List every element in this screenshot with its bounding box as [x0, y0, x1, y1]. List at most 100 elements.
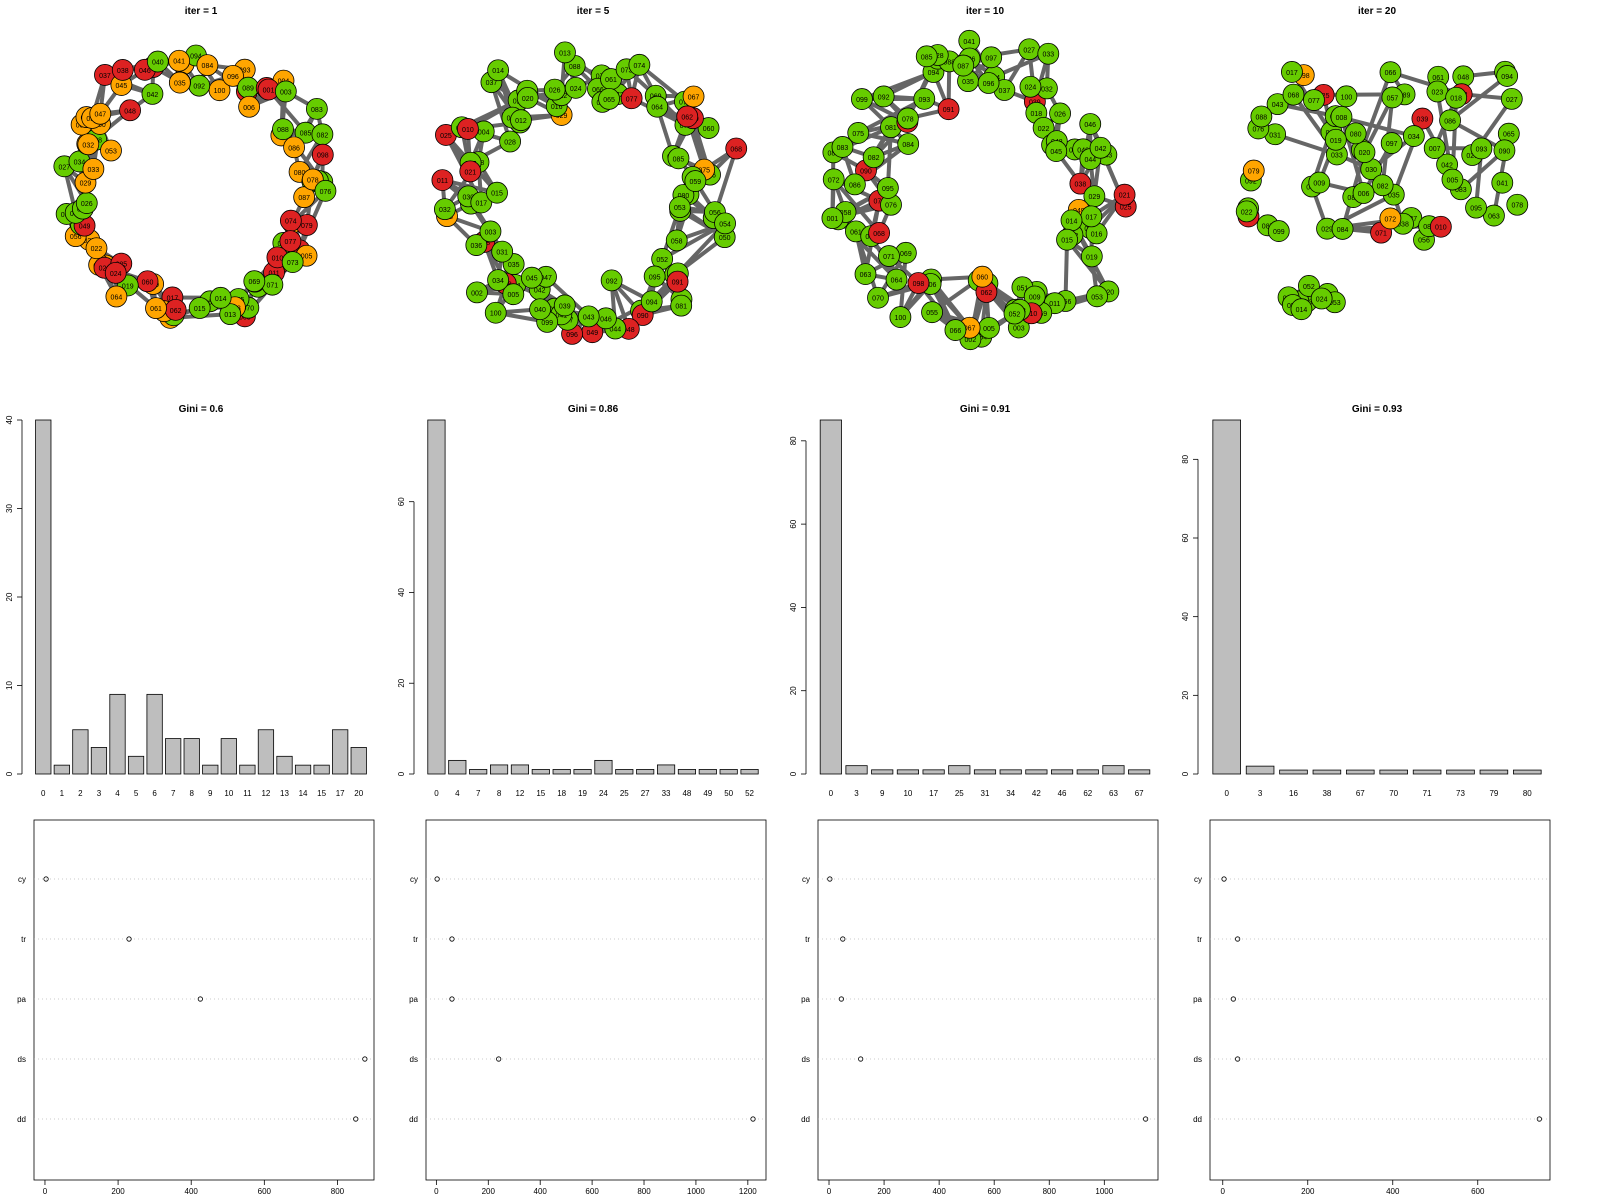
bar: [1412, 769, 1442, 775]
x-tick-label: 15: [317, 789, 326, 798]
network-node: [1379, 61, 1402, 84]
network-node: [897, 133, 920, 155]
network-node: [1379, 207, 1402, 230]
network-node: [1423, 137, 1446, 159]
x-tick-label: 27: [641, 789, 650, 798]
x-tick-label: 20: [354, 789, 363, 798]
network-node-label: 052: [1009, 312, 1021, 319]
network-node-label: 062: [170, 308, 182, 315]
network-node: [85, 237, 108, 260]
network-node: [510, 109, 532, 132]
x-tick-label: 1000: [1095, 1187, 1113, 1196]
x-tick-label: 67: [1135, 789, 1144, 798]
network-node: [1381, 86, 1404, 109]
x-tick-label: 12: [261, 789, 270, 798]
x-tick-label: 200: [1301, 1187, 1315, 1196]
network-node-label: 099: [541, 320, 553, 327]
y-tick-label: 80: [789, 436, 798, 445]
x-tick-label: 400: [1386, 1187, 1400, 1196]
network-node-label: 037: [486, 80, 498, 87]
y-tick-label: 20: [789, 686, 798, 695]
network-node-label: 066: [950, 328, 962, 335]
network-node: [311, 143, 334, 166]
x-tick-label: 3: [1258, 789, 1263, 798]
x-tick-label: 9: [880, 789, 885, 798]
network-node: [502, 283, 525, 306]
network-node: [714, 212, 736, 235]
network-node-label: 078: [307, 177, 319, 184]
network-node: [564, 76, 587, 99]
network-node-label: 041: [555, 312, 567, 319]
network-node-label: 071: [1375, 231, 1387, 238]
network-node-label: 010: [1026, 311, 1038, 318]
network-node: [1049, 102, 1071, 125]
network-node: [1371, 174, 1394, 197]
network-node-label: 071: [883, 254, 895, 261]
network-node: [168, 71, 191, 94]
network-title: iter = 5: [577, 6, 610, 17]
network-node-label: 004: [478, 129, 490, 136]
bar: [896, 769, 919, 775]
x-tick-label: 19: [578, 789, 587, 798]
network-node-label: 098: [913, 281, 925, 288]
network-node: [145, 297, 167, 320]
network-node-label: 015: [491, 191, 503, 198]
network-node-label: 010: [1435, 225, 1447, 232]
network-node: [104, 261, 127, 284]
x-tick-label: 79: [1489, 789, 1498, 798]
bar: [109, 693, 126, 775]
network-node-label: 044: [609, 326, 621, 333]
network-node: [1242, 159, 1265, 182]
network-node-label: 025: [1120, 205, 1132, 212]
network-node-label: 100: [490, 311, 502, 318]
bar: [740, 769, 759, 775]
network-node-label: 067: [688, 95, 700, 102]
bar: [1076, 769, 1099, 775]
network-node-label: 072: [828, 177, 840, 184]
network-node-label: 007: [1429, 146, 1441, 153]
x-tick-label: 18: [557, 789, 566, 798]
network-node-label: 058: [840, 210, 852, 217]
network-node-label: 081: [1423, 224, 1435, 231]
network-node: [486, 181, 508, 204]
network-node: [1045, 140, 1068, 163]
network-node: [1019, 75, 1042, 98]
x-tick-label: 10: [224, 789, 233, 798]
network-node-label: 092: [606, 278, 618, 285]
y-tick-label: 0: [397, 771, 406, 776]
network-node-label: 049: [79, 224, 91, 231]
network-node-label: 021: [1119, 193, 1131, 200]
network-node-label: 037: [999, 88, 1011, 95]
network-node-label: 088: [943, 59, 955, 66]
network-node-label: 045: [116, 83, 128, 90]
bar: [1346, 769, 1375, 775]
dot-point: [1230, 996, 1236, 1002]
network-node-label: 078: [1511, 203, 1523, 210]
bar: [1212, 419, 1241, 775]
network-node-label: 085: [300, 131, 312, 138]
x-tick-label: 5: [134, 789, 139, 798]
network-node-label: 067: [964, 326, 976, 333]
network-node-label: 095: [1470, 206, 1482, 213]
dot-point: [1536, 1116, 1542, 1122]
network-node: [1441, 168, 1464, 191]
bar: [719, 769, 738, 775]
x-tick-label: 200: [111, 1187, 125, 1196]
plot-frame: [817, 819, 1159, 1181]
network-panel: iter = 100350410360340370270330390180320…: [821, 6, 1137, 351]
bar: [202, 764, 219, 775]
network-node-label: 011: [1049, 301, 1060, 308]
network-node: [168, 49, 191, 72]
bar: [313, 764, 330, 775]
network-node: [283, 136, 305, 159]
network-node-label: 032: [439, 207, 451, 214]
x-tick-label: 50: [724, 789, 733, 798]
y-tick-label: 60: [1181, 533, 1190, 542]
network-node-label: 052: [656, 257, 668, 264]
network-node-label: 092: [193, 84, 205, 91]
network-node: [1470, 137, 1493, 160]
dot-label: ds: [18, 1055, 26, 1064]
x-tick-label: 73: [1456, 789, 1465, 798]
bar: [448, 759, 467, 775]
dot-label: ds: [802, 1055, 810, 1064]
